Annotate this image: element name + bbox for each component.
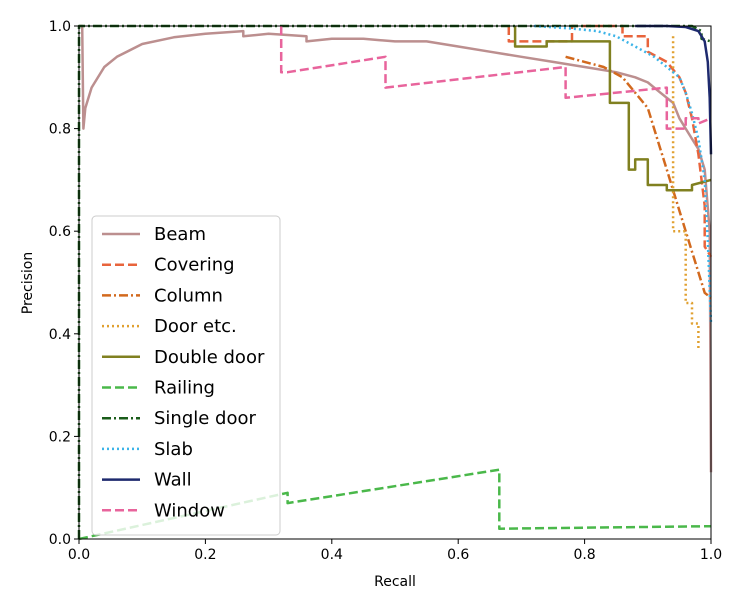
- x-tick-label: 1.0: [700, 547, 722, 563]
- legend-label-slab: Slab: [154, 439, 193, 460]
- x-axis-label: Recall: [374, 574, 416, 590]
- series-line-slab: [533, 24, 713, 324]
- legend-label-column: Column: [154, 285, 223, 306]
- series-line-door-etc: [671, 36, 700, 350]
- y-tick-label: 0.6: [49, 224, 71, 240]
- legend-label-double-door: Double door: [154, 347, 265, 368]
- series-line-covering: [507, 24, 713, 258]
- y-tick-label: 0.2: [49, 429, 71, 445]
- legend-label-railing: Railing: [154, 378, 215, 399]
- series-line-window: [279, 26, 712, 130]
- y-tick-label: 1.0: [49, 19, 71, 35]
- y-tick-label: 0.0: [49, 532, 71, 548]
- legend-label-door-etc: Door etc.: [154, 316, 237, 337]
- series-line-column: [565, 55, 712, 299]
- x-tick-label: 0.0: [68, 547, 90, 563]
- x-tick-label: 0.4: [321, 547, 343, 563]
- legend-label-wall: Wall: [154, 470, 192, 491]
- legend-label-window: Window: [154, 500, 225, 521]
- series-line-railing: [78, 468, 712, 541]
- legend-label-single-door: Single door: [154, 408, 257, 429]
- y-tick-label: 0.4: [49, 327, 71, 343]
- series-line-beam: [79, 24, 713, 473]
- axes-layer: 0.0 0.2 0.4 0.6 0.8 1.0 0.0 0.2 0.4 0.6 0.8 1.0: [49, 19, 722, 563]
- x-tick-label: 0.8: [573, 547, 595, 563]
- x-tick-label: 0.6: [447, 547, 469, 563]
- plot-frame: [78, 25, 712, 540]
- legend-label-beam: Beam: [154, 224, 206, 245]
- y-tick-label: 0.8: [49, 122, 71, 138]
- legend-label-covering: Covering: [154, 255, 235, 276]
- y-axis-label: Precision: [20, 252, 36, 314]
- series-line-double-door: [513, 26, 712, 192]
- x-tick-label: 0.2: [194, 547, 216, 563]
- legend: Beam Covering Column Door etc. Double door Ra…: [91, 215, 281, 536]
